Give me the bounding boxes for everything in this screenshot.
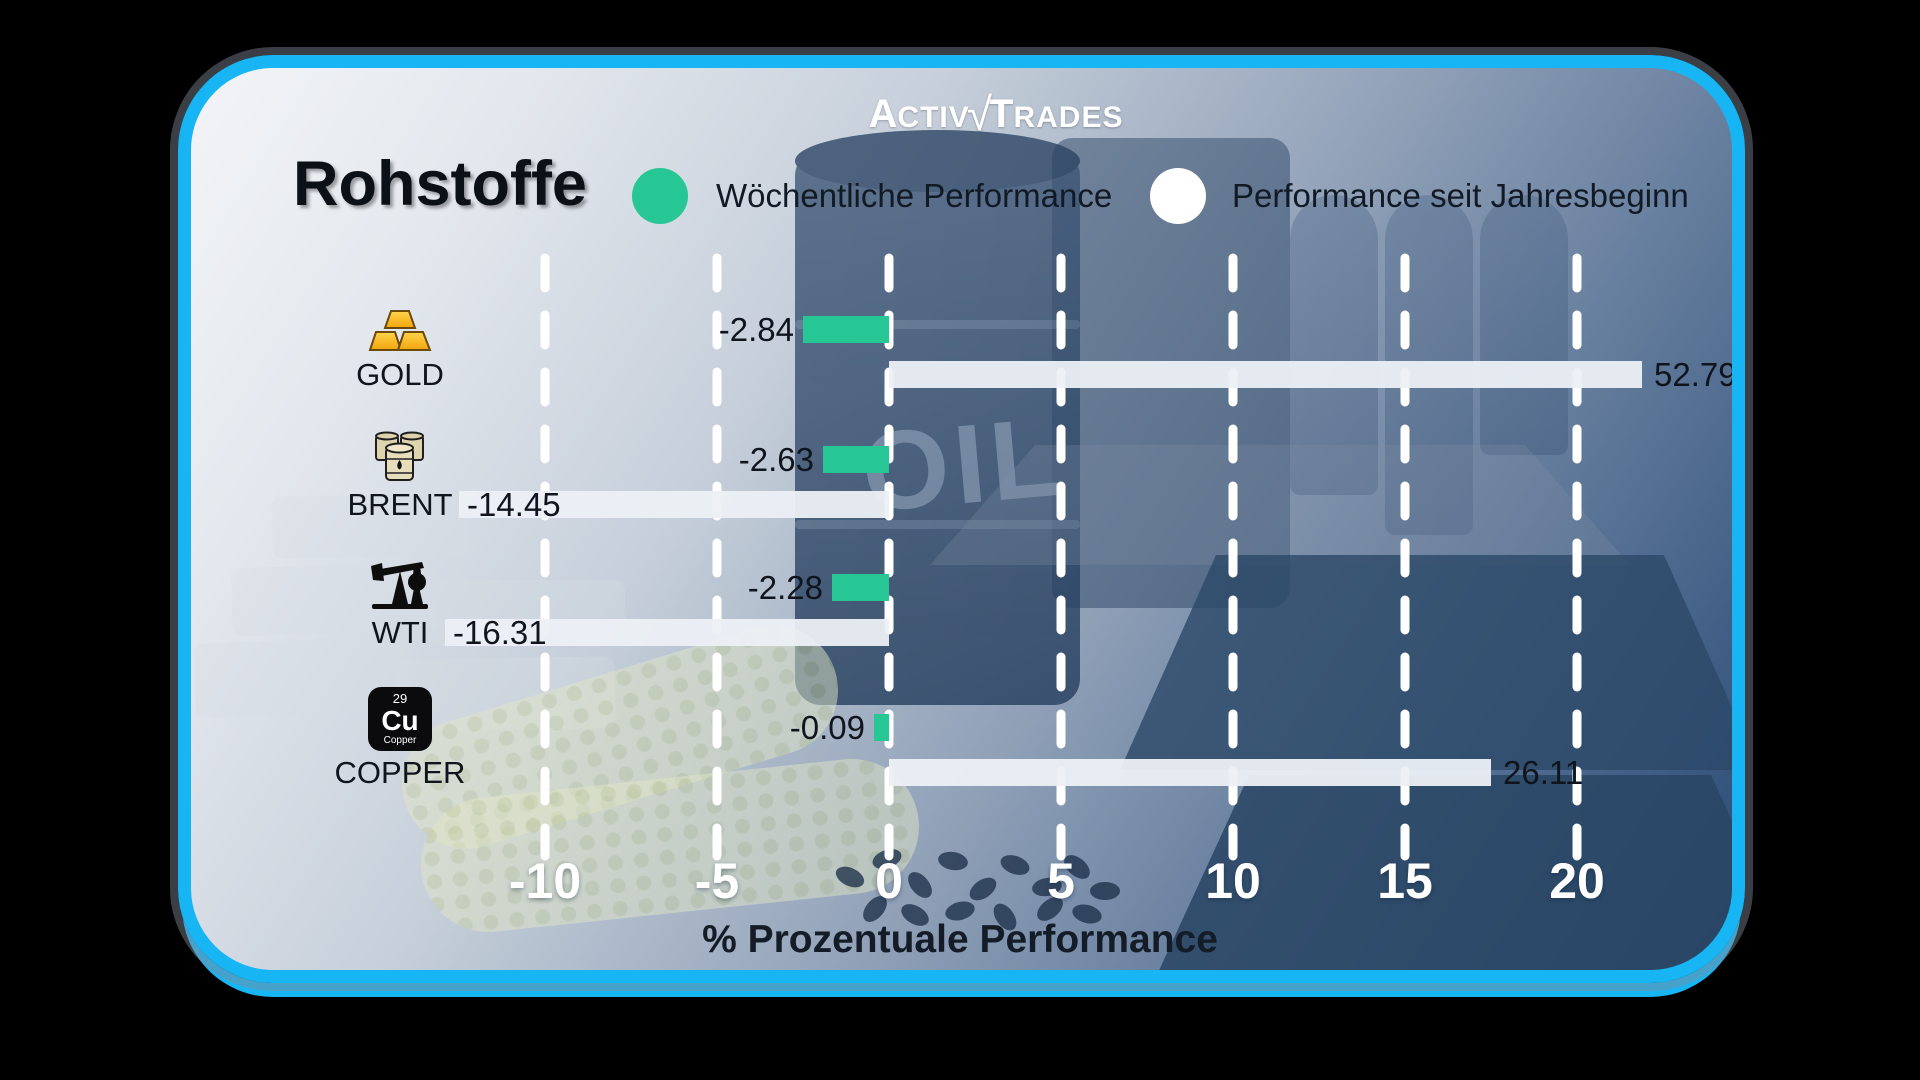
x-tick-label-0: 0 [875, 853, 903, 909]
ytd-bar-copper [889, 759, 1491, 786]
infographic-card: OIL ACTIV√TRADES Rohstoffe Wöchentliche … [178, 55, 1745, 983]
weekly-value-copper: -0.09 [789, 708, 865, 746]
weekly-bar-wti [832, 574, 889, 601]
page-title: Rohstoffe [293, 149, 587, 219]
ytd-value-copper: 26.11 [1503, 753, 1584, 791]
metal-cylinder-shape [1290, 195, 1378, 495]
x-tick-label-10: 10 [1205, 853, 1261, 909]
barrel-rib [795, 320, 1080, 329]
category-label-copper: COPPER [334, 754, 466, 790]
weekly-bar-brent [823, 446, 889, 473]
x-tick-label-20: 20 [1549, 853, 1605, 909]
x-axis-label: % Prozentuale Performance [702, 918, 1218, 961]
logo-text: T [989, 92, 1014, 136]
legend-weekly-label: Wöchentliche Performance [716, 177, 1113, 214]
x-tick-label-5: 5 [1047, 853, 1075, 909]
category-label-gold: GOLD [356, 356, 444, 392]
oil-pumpjack-icon [371, 562, 428, 609]
logo-checkmark-glyph: √ [966, 88, 993, 140]
oil-barrels-icon-wrap [371, 429, 429, 488]
copper-atomic-number: 29 [392, 691, 408, 706]
weekly-bar-copper [874, 714, 889, 741]
ingot-shape [1120, 555, 1732, 770]
x-tick-label--10: -10 [508, 853, 582, 909]
copper-symbol: Cu [381, 705, 419, 736]
ingot-shape [930, 445, 1630, 565]
category-label-wti: WTI [371, 614, 429, 650]
copper-element-icon: 29 Cu Copper [368, 687, 432, 751]
ytd-bar-brent [459, 491, 889, 518]
legend-weekly-dot [632, 168, 688, 224]
copper-element-icon-wrap: 29 Cu Copper [368, 687, 432, 751]
weekly-value-wti: -2.28 [747, 568, 823, 606]
logo-text: CTIV [897, 101, 970, 134]
ytd-value-brent: -14.45 [467, 485, 561, 523]
weekly-value-brent: -2.63 [738, 440, 814, 478]
ytd-bar-gold [889, 361, 1642, 388]
logo-text: RADES [1013, 101, 1124, 134]
x-tick-label-15: 15 [1377, 853, 1433, 909]
oil-barrels-icon [375, 431, 424, 481]
gold-bars-icon [368, 310, 432, 351]
ytd-bar-wti [445, 619, 889, 646]
legend-ytd-dot [1150, 168, 1206, 224]
barrel-lid-shape [795, 130, 1080, 192]
oil-pumpjack-icon-wrap [369, 553, 431, 616]
copper-name: Copper [383, 735, 417, 746]
logo-text: A [868, 92, 898, 136]
x-tick-label--5: -5 [694, 853, 740, 909]
category-label-brent: BRENT [347, 486, 453, 522]
metal-cylinder-shape [1480, 195, 1568, 455]
ingot-shape [1150, 775, 1732, 970]
activtrades-logo: ACTIV√TRADES [868, 84, 1124, 140]
oil-barrel-shape [795, 130, 1080, 705]
legend-ytd-label: Performance seit Jahresbeginn [1232, 177, 1689, 214]
ytd-value-gold: 52.79 [1654, 355, 1737, 393]
coffee-bean-shape [1090, 882, 1120, 900]
gold-bars-icon-wrap [367, 307, 433, 358]
ytd-value-wti: -16.31 [453, 613, 547, 651]
barrel-rib [795, 520, 1080, 529]
weekly-value-gold: -2.84 [718, 310, 794, 348]
stage: OIL ACTIV√TRADES Rohstoffe Wöchentliche … [191, 68, 1737, 970]
weekly-bar-gold [803, 316, 889, 343]
